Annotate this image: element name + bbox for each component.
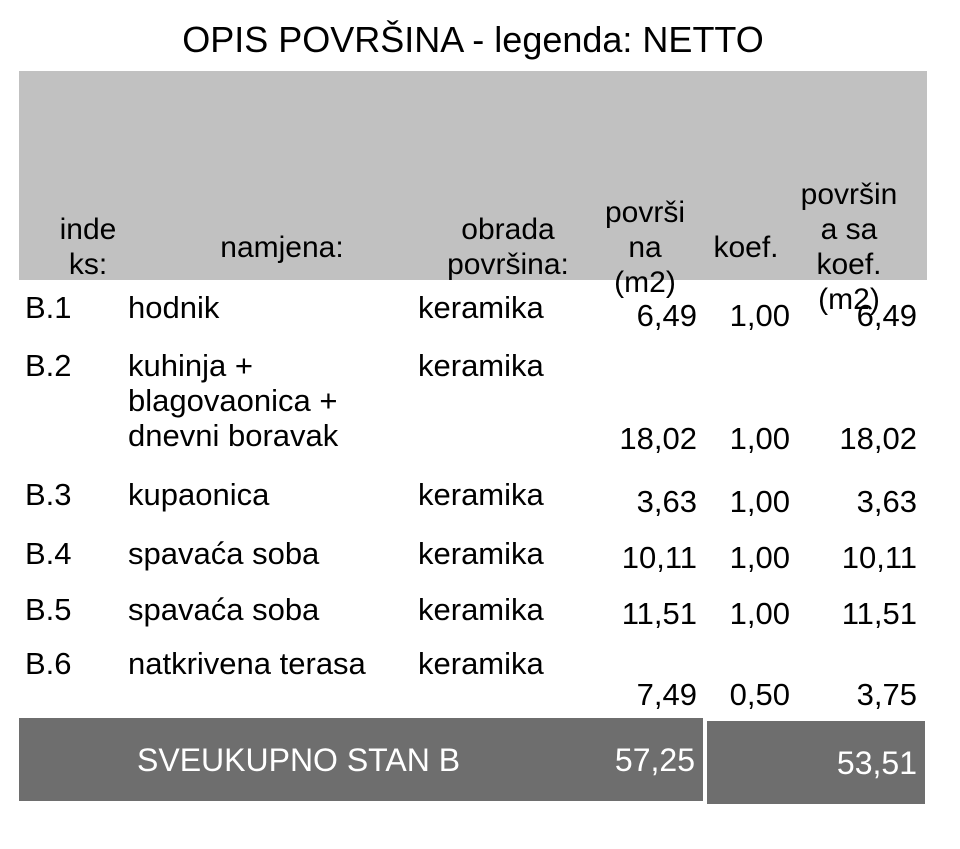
- cell-namjena: spavaća soba: [128, 592, 320, 627]
- cell-povrsina: 7,49: [636, 677, 697, 712]
- cell-povrsina-sa-koef: 3,63: [856, 484, 917, 519]
- cell-index: B.3: [25, 477, 72, 512]
- cell-obrada: keramika: [418, 290, 544, 325]
- cell-obrada: keramika: [418, 592, 544, 627]
- cell-povrsina: 3,63: [636, 484, 697, 519]
- cell-obrada: keramika: [418, 348, 544, 383]
- page-title: OPIS POVRŠINA - legenda: NETTO: [182, 19, 764, 60]
- cell-koef: 0,50: [729, 677, 790, 712]
- cell-povrsina-sa-koef: 10,11: [841, 540, 917, 575]
- cell-index: B.2: [25, 348, 72, 383]
- cell-obrada: keramika: [418, 646, 544, 681]
- cell-povrsina-sa-koef: 3,75: [856, 677, 917, 712]
- cell-index: B.4: [25, 536, 72, 571]
- cell-index: B.1: [25, 290, 72, 325]
- cell-koef: 1,00: [729, 421, 790, 456]
- cell-koef: 1,00: [729, 596, 790, 631]
- table-header: inde ks: namjena: obrada površina: površ…: [19, 71, 927, 316]
- cell-index: B.6: [25, 646, 72, 681]
- table-footer-total-koef: 53,51: [707, 721, 925, 804]
- cell-index: B.5: [25, 592, 72, 627]
- cell-koef: 1,00: [729, 540, 790, 575]
- cell-koef: 1,00: [729, 484, 790, 519]
- cell-povrsina: 11,51: [621, 596, 697, 631]
- cell-namjena: kuhinja + blagovaonica + dnevni boravak: [128, 348, 339, 453]
- cell-namjena: hodnik: [128, 290, 220, 325]
- cell-povrsina-sa-koef: 11,51: [841, 596, 917, 631]
- cell-namjena: kupaonica: [128, 477, 270, 512]
- col-header-povrsina-m2: površi na (m2): [604, 196, 686, 299]
- cell-povrsina-sa-koef: 6,49: [856, 298, 917, 333]
- cell-koef: 1,00: [729, 298, 790, 333]
- cell-povrsina: 10,11: [621, 540, 697, 575]
- cell-povrsina: 18,02: [619, 421, 697, 456]
- cell-namjena: spavaća soba: [128, 536, 320, 571]
- footer-total-povrsina: 57,25: [614, 742, 695, 778]
- cell-namjena: natkrivena terasa: [128, 646, 366, 681]
- footer-total-povrsina-sa-koef: 53,51: [836, 745, 917, 781]
- col-header-obrada-povrsina: obrada površina:: [447, 213, 569, 281]
- col-header-koef: koef.: [713, 231, 779, 264]
- table-footer-total: SVEUKUPNO STAN B 57,25: [19, 718, 703, 801]
- col-header-indeks: inde ks:: [59, 213, 117, 281]
- cell-povrsina: 6,49: [636, 298, 697, 333]
- cell-povrsina-sa-koef: 18,02: [839, 421, 917, 456]
- col-header-povrsina-sa-koef: površin a sa koef. (m2): [800, 178, 898, 316]
- col-header-namjena: namjena:: [220, 231, 344, 264]
- footer-total-label: SVEUKUPNO STAN B: [137, 742, 461, 778]
- cell-obrada: keramika: [418, 477, 544, 512]
- cell-obrada: keramika: [418, 536, 544, 571]
